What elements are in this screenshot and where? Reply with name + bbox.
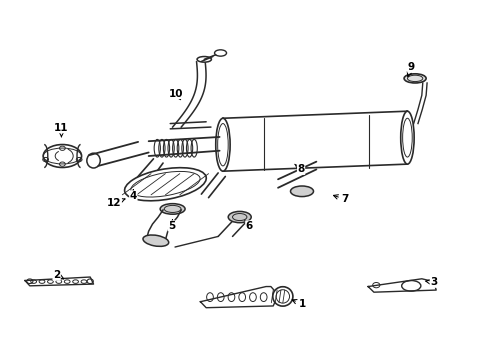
Text: 3: 3: [425, 277, 437, 287]
Ellipse shape: [228, 211, 251, 223]
Text: 9: 9: [407, 62, 414, 77]
Text: 1: 1: [292, 299, 305, 309]
Ellipse shape: [43, 145, 81, 167]
Text: 4: 4: [129, 190, 137, 201]
Text: 5: 5: [168, 220, 175, 231]
Polygon shape: [200, 287, 278, 308]
Ellipse shape: [290, 186, 313, 197]
Ellipse shape: [197, 57, 211, 62]
Text: 10: 10: [169, 89, 183, 100]
Text: 6: 6: [244, 220, 252, 231]
Text: 11: 11: [54, 123, 68, 137]
Text: 2: 2: [53, 270, 63, 280]
Ellipse shape: [272, 287, 292, 306]
Text: 12: 12: [107, 198, 125, 208]
Ellipse shape: [124, 168, 206, 201]
Polygon shape: [367, 279, 435, 292]
Text: 7: 7: [333, 194, 348, 204]
Ellipse shape: [400, 111, 413, 164]
Ellipse shape: [160, 204, 184, 214]
Polygon shape: [25, 277, 93, 286]
Ellipse shape: [142, 235, 168, 246]
Ellipse shape: [403, 74, 425, 83]
Text: 8: 8: [294, 164, 304, 174]
Ellipse shape: [215, 118, 230, 171]
